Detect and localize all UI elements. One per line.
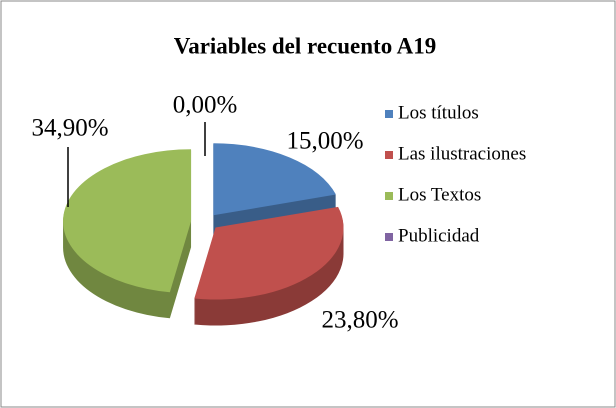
legend-swatch	[385, 233, 393, 241]
legend-label: Los Textos	[398, 184, 481, 205]
chart-title: Variables del recuento A19	[174, 33, 437, 58]
data-label: 34,90%	[31, 115, 108, 142]
legend-label: Publicidad	[398, 225, 480, 246]
slice	[63, 149, 192, 293]
legend-swatch	[385, 151, 393, 159]
legend-swatch	[385, 110, 393, 118]
slice	[213, 143, 336, 216]
legend-swatch	[385, 192, 393, 200]
data-label: 23,80%	[321, 307, 398, 334]
data-label: 0,00%	[173, 92, 238, 119]
legend-label: Los títulos	[398, 102, 479, 123]
data-label: 15,00%	[286, 128, 363, 155]
slice	[194, 206, 344, 300]
legend-label: Las ilustraciones	[398, 143, 526, 164]
